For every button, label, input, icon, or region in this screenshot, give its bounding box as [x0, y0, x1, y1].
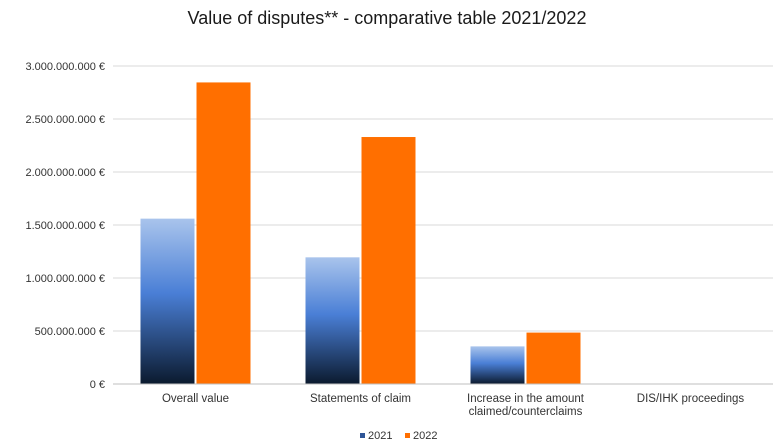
- legend-label-2022: 2022: [413, 430, 437, 442]
- x-axis-category-labels: Overall value Statements of claim Increase…: [162, 393, 745, 418]
- y-tick-label: 3.000.000.000 €: [25, 61, 105, 73]
- y-tick-label: 0 €: [90, 379, 105, 391]
- x-category-label: Overall value: [162, 393, 229, 405]
- y-tick-label: 2.500.000.000 €: [25, 114, 105, 126]
- bar-2021-2: [470, 346, 525, 384]
- x-category-label: Increase in the amount: [467, 393, 585, 405]
- y-tick-label: 2.000.000.000 €: [25, 167, 105, 179]
- bar-2021-1: [305, 257, 360, 384]
- chart-title: Value of disputes** - comparative table …: [188, 8, 587, 28]
- bar-2022-0: [196, 82, 251, 385]
- legend-swatch-2022: [405, 433, 410, 438]
- legend-swatch-2021: [360, 433, 365, 438]
- bar-2021-0: [140, 218, 195, 384]
- legend-label-2021: 2021: [368, 430, 392, 442]
- x-category-label: claimed/counterclaims: [469, 406, 583, 418]
- legend: 2021 2022: [360, 430, 437, 442]
- y-tick-label: 1.500.000.000 €: [25, 220, 105, 232]
- y-axis-tick-labels: 0 € 500.000.000 € 1.000.000.000 € 1.500.000…: [25, 61, 105, 391]
- bar-2022-2: [526, 332, 581, 384]
- x-category-label: DIS/IHK proceedings: [637, 393, 745, 405]
- y-tick-label: 1.000.000.000 €: [25, 273, 105, 285]
- x-category-label: Statements of claim: [310, 393, 411, 405]
- y-tick-label: 500.000.000 €: [35, 326, 105, 338]
- bars: [140, 82, 581, 385]
- bar-2022-1: [361, 137, 416, 384]
